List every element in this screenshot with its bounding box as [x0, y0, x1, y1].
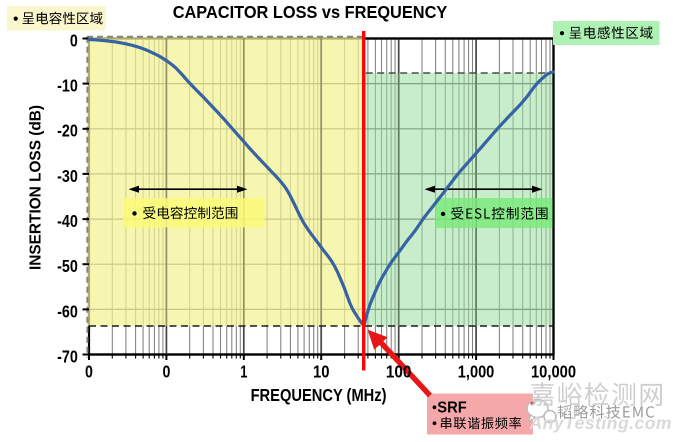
- svg-text:-70: -70: [57, 346, 78, 366]
- svg-text:-10: -10: [57, 76, 78, 96]
- svg-text:-20: -20: [57, 121, 78, 141]
- svg-text:-50: -50: [57, 256, 78, 276]
- svg-text:1: 1: [240, 361, 247, 381]
- svg-text:FREQUENCY (MHz): FREQUENCY (MHz): [251, 385, 387, 405]
- svg-text:-30: -30: [57, 166, 78, 186]
- svg-text:SRF: SRF: [437, 400, 467, 417]
- svg-text:100: 100: [386, 361, 412, 381]
- svg-text:INSERTION LOSS (dB): INSERTION LOSS (dB): [27, 105, 44, 270]
- svg-text:-60: -60: [57, 301, 78, 321]
- svg-text:-40: -40: [57, 211, 78, 231]
- svg-text:AnyTesting.com: AnyTesting.com: [529, 413, 672, 433]
- svg-text:1,000: 1,000: [458, 361, 495, 381]
- svg-text:0: 0: [85, 361, 93, 381]
- svg-text:0: 0: [163, 361, 171, 381]
- svg-text:10,000: 10,000: [531, 361, 576, 381]
- svg-text:CAPACITOR LOSS vs FREQUENCY: CAPACITOR LOSS vs FREQUENCY: [173, 2, 448, 22]
- svg-text:0: 0: [70, 30, 78, 50]
- svg-text:10: 10: [313, 361, 330, 381]
